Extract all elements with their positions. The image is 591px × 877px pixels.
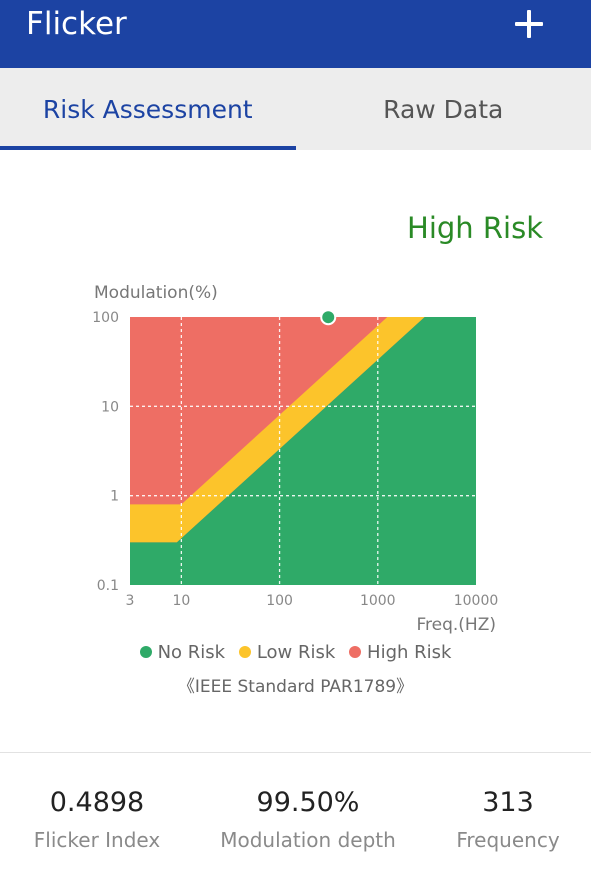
legend-label-high-risk: High Risk bbox=[367, 642, 452, 663]
stat-flicker-index: 0.4898 Flicker Index bbox=[0, 786, 207, 852]
risk-result-label: High Risk bbox=[407, 211, 543, 245]
stat-frequency: 313 Frequency bbox=[398, 786, 591, 852]
tab-bar: Risk Assessment Raw Data bbox=[0, 68, 591, 150]
app-title: Flicker bbox=[26, 6, 127, 42]
flicker-risk-chart: 100 10 1 0.1 3 10 100 1000 10000 Modulation(%) Fre… bbox=[92, 283, 499, 635]
legend-item-low-risk: Low Risk bbox=[238, 642, 336, 663]
region-low-risk bbox=[130, 317, 425, 543]
app-bar: Flicker bbox=[0, 0, 591, 68]
flicker-index-value: 0.4898 bbox=[49, 787, 145, 818]
legend-item-no-risk: No Risk bbox=[139, 642, 226, 663]
tab-raw-data[interactable]: Raw Data bbox=[383, 95, 504, 124]
legend-item-high-risk: High Risk bbox=[349, 642, 451, 663]
y-tick-label: 10 bbox=[101, 399, 119, 415]
y-tick-label: 100 bbox=[92, 310, 119, 326]
y-tick-label: 0.1 bbox=[97, 578, 119, 594]
x-axis-label: Freq.(HZ) bbox=[416, 615, 496, 635]
stat-modulation-depth: 99.50% Modulation depth bbox=[198, 786, 418, 852]
x-tick-label: 3 bbox=[126, 593, 135, 609]
frequency-label: Frequency bbox=[456, 828, 560, 852]
data-point bbox=[320, 309, 337, 326]
legend-label-no-risk: No Risk bbox=[157, 642, 226, 663]
modulation-depth-value: 99.50% bbox=[256, 787, 360, 818]
x-tick-label: 1000 bbox=[360, 593, 396, 609]
divider bbox=[0, 752, 591, 753]
frequency-value: 313 bbox=[482, 787, 534, 818]
x-tick-label: 100 bbox=[266, 593, 293, 609]
region-no-risk bbox=[130, 317, 476, 585]
standard-reference: 《IEEE Standard PAR1789》 bbox=[177, 677, 414, 697]
modulation-depth-label: Modulation depth bbox=[220, 828, 396, 852]
legend-dot-no-risk bbox=[139, 646, 152, 658]
legend-label-low-risk: Low Risk bbox=[256, 642, 336, 663]
legend-dot-high-risk bbox=[349, 646, 362, 658]
flicker-index-label: Flicker Index bbox=[33, 828, 161, 852]
legend-dot-low-risk bbox=[238, 646, 251, 658]
tab-risk-assessment[interactable]: Risk Assessment bbox=[0, 68, 296, 150]
plus-icon[interactable] bbox=[513, 8, 545, 40]
y-axis-label: Modulation(%) bbox=[94, 283, 218, 303]
y-tick-label: 1 bbox=[110, 489, 119, 505]
x-tick-label: 10000 bbox=[454, 593, 499, 609]
chart-legend: No Risk Low Risk High Risk bbox=[0, 642, 591, 663]
x-tick-label: 10 bbox=[172, 593, 190, 609]
